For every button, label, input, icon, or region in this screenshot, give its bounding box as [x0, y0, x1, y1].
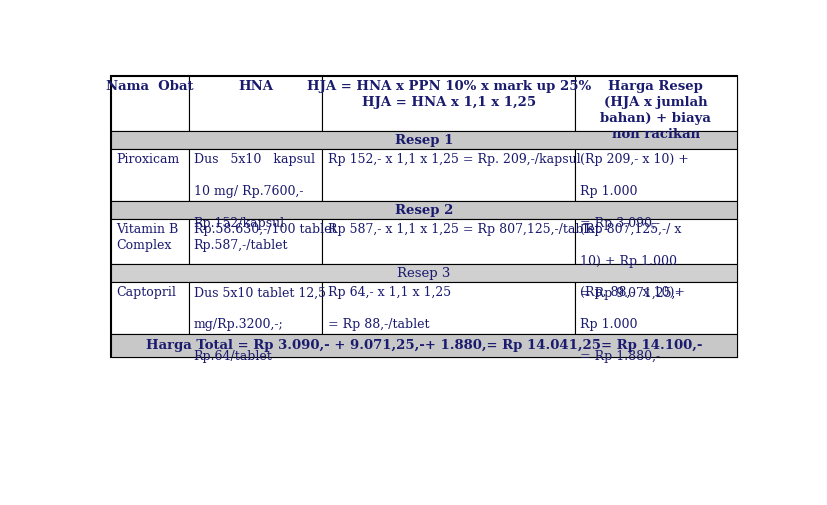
Text: Rp 64,- x 1,1 x 1,25

= Rp 88,-/tablet: Rp 64,- x 1,1 x 1,25 = Rp 88,-/tablet: [327, 286, 451, 331]
Bar: [111, 131, 737, 149]
Bar: [111, 265, 737, 282]
Bar: [576, 282, 737, 334]
Text: Rp 587,- x 1,1 x 1,25 = Rp 807,125,-/tablet: Rp 587,- x 1,1 x 1,25 = Rp 807,125,-/tab…: [327, 223, 600, 236]
Text: (Rp 209,- x 10) +

Rp 1.000

= Rp 3.090,-: (Rp 209,- x 10) + Rp 1.000 = Rp 3.090,-: [581, 154, 689, 230]
Text: Harga Resep
(HJA x jumlah
bahan) + biaya
non racikan: Harga Resep (HJA x jumlah bahan) + biaya…: [600, 80, 711, 141]
Text: Piroxicam: Piroxicam: [116, 154, 179, 166]
Bar: [111, 76, 189, 131]
Text: Nama  Obat: Nama Obat: [106, 80, 194, 93]
Text: Dus 5x10 tablet 12,5

mg/Rp.3200,-;

Rp.64/tablet: Dus 5x10 tablet 12,5 mg/Rp.3200,-; Rp.64…: [194, 286, 326, 364]
Bar: [111, 334, 737, 357]
Bar: [576, 76, 737, 131]
Bar: [323, 149, 576, 201]
Text: Resep 2: Resep 2: [394, 204, 453, 217]
Bar: [111, 201, 737, 219]
Bar: [576, 149, 737, 201]
Bar: [189, 149, 323, 201]
Bar: [189, 282, 323, 334]
Bar: [576, 219, 737, 265]
Bar: [111, 282, 189, 334]
Text: Captopril: Captopril: [116, 286, 176, 299]
Text: (Rp. 88,-  x 10)+

Rp 1.000

= Rp 1.880,-: (Rp. 88,- x 10)+ Rp 1.000 = Rp 1.880,-: [581, 286, 686, 364]
Text: (Rp 807,125,-/ x

10) + Rp 1.000

= Rp 9.071,25,-: (Rp 807,125,-/ x 10) + Rp 1.000 = Rp 9.0…: [581, 223, 681, 300]
Text: HNA: HNA: [238, 80, 273, 93]
Bar: [111, 219, 189, 265]
Bar: [189, 219, 323, 265]
Text: Vitamin B
Complex: Vitamin B Complex: [116, 223, 179, 252]
Bar: [111, 76, 737, 357]
Text: Rp.58.630,-/100 tablet
Rp.587,-/tablet: Rp.58.630,-/100 tablet Rp.587,-/tablet: [194, 223, 337, 252]
Bar: [323, 282, 576, 334]
Bar: [111, 149, 189, 201]
Text: Resep 1: Resep 1: [394, 134, 453, 147]
Text: Rp 152,- x 1,1 x 1,25 = Rp. 209,-/kapsul: Rp 152,- x 1,1 x 1,25 = Rp. 209,-/kapsul: [327, 154, 581, 166]
Bar: [323, 76, 576, 131]
Text: Harga Total = Rp 3.090,- + 9.071,25,-+ 1.880,= Rp 14.041,25= Rp 14.100,-: Harga Total = Rp 3.090,- + 9.071,25,-+ 1…: [146, 339, 702, 352]
Bar: [189, 76, 323, 131]
Bar: [323, 219, 576, 265]
Text: Resep 3: Resep 3: [397, 267, 451, 280]
Text: Dus   5x10   kapsul

10 mg/ Rp.7600,-

Rp.152/kapsul: Dus 5x10 kapsul 10 mg/ Rp.7600,- Rp.152/…: [194, 154, 315, 230]
Text: HJA = HNA x PPN 10% x mark up 25%
HJA = HNA x 1,1 x 1,25: HJA = HNA x PPN 10% x mark up 25% HJA = …: [307, 80, 591, 109]
